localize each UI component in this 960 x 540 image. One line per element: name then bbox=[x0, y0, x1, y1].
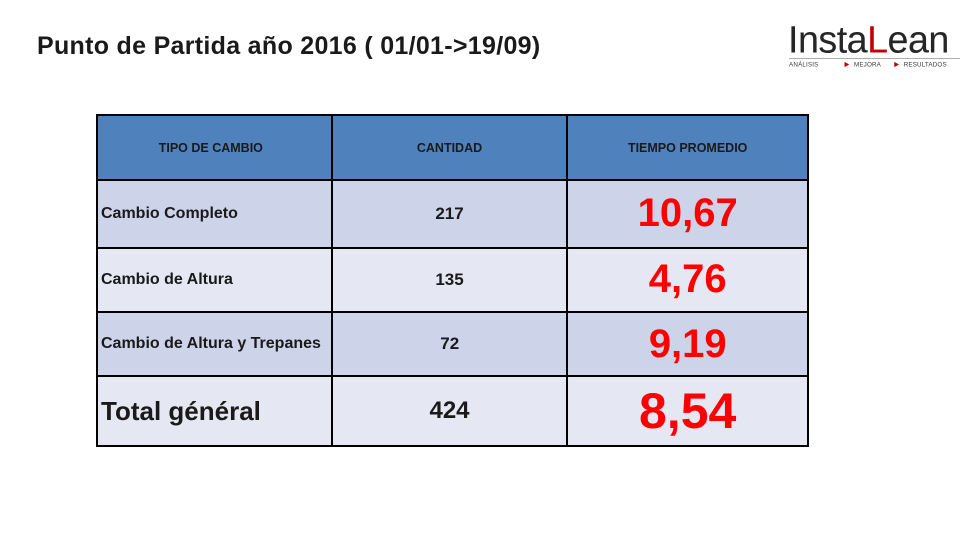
svg-text:InstaLean: InstaLean bbox=[788, 18, 949, 60]
svg-text:RESULTADOS: RESULTADOS bbox=[904, 62, 947, 69]
svg-text:ANÁLISIS: ANÁLISIS bbox=[789, 60, 818, 69]
svg-text:MEJORA: MEJORA bbox=[854, 62, 882, 69]
